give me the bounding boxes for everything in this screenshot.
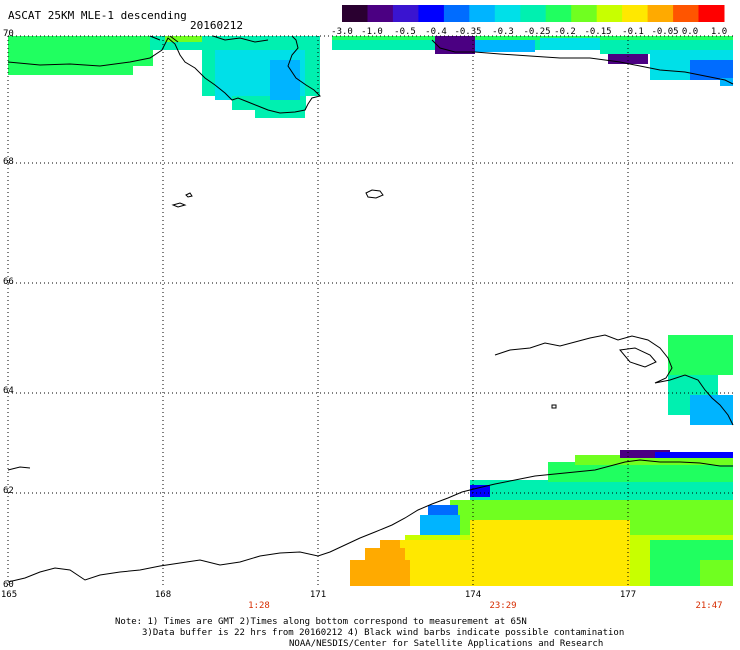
colorbar-swatch — [622, 5, 649, 22]
swath-cell — [720, 78, 733, 86]
colorbar-label: 1.0 — [710, 27, 728, 37]
swath-cell — [435, 36, 475, 54]
lat-label: 66 — [3, 277, 14, 287]
swath-cell — [655, 452, 733, 458]
colorbar-swatch — [443, 5, 470, 22]
colorbar-label: -0.3 — [492, 27, 514, 37]
lat-label: 62 — [3, 486, 14, 496]
lon-label: 171 — [309, 590, 327, 600]
colorbar-label: -0.2 — [554, 27, 576, 37]
colorbar-swatch — [392, 5, 419, 22]
lon-label: 174 — [464, 590, 482, 600]
colorbar-label: -0.5 — [394, 27, 416, 37]
time-label: 1:28 — [248, 601, 270, 611]
swath-cell — [700, 560, 733, 586]
colorbar-swatch — [647, 5, 674, 22]
swath-cell — [8, 36, 153, 66]
swath-cell — [470, 480, 733, 500]
note-line-2: 3)Data buffer is 22 hrs from 20160212 4)… — [142, 628, 625, 638]
colorbar-swatch — [698, 5, 725, 22]
colorbar-swatch — [342, 5, 368, 22]
colorbar-label: -0.25 — [523, 27, 551, 37]
colorbar-label: -0.4 — [425, 27, 447, 37]
swath-cell — [380, 540, 400, 550]
colorbar-swatch — [418, 5, 445, 22]
lon-label: 177 — [619, 590, 637, 600]
time-label: 23:29 — [489, 601, 517, 611]
colorbar-swatch — [494, 5, 521, 22]
colorbar-label: -0.1 — [622, 27, 644, 37]
lon-label: 168 — [154, 590, 172, 600]
swath-cell — [600, 40, 660, 54]
lat-label: 70 — [3, 29, 14, 39]
product-date: 20160212 — [190, 19, 243, 32]
swath-cell — [668, 335, 733, 375]
swath-cell — [690, 395, 733, 425]
colorbar-swatch — [520, 5, 547, 22]
swath-cell — [608, 54, 648, 64]
top-edge-barbs — [149, 35, 179, 43]
swath-cell — [548, 462, 733, 482]
swath-cell — [620, 450, 670, 458]
swath-cell — [270, 60, 300, 100]
swath-cell — [540, 38, 600, 50]
swath-cell — [505, 540, 595, 586]
swath-cell — [575, 455, 733, 465]
time-label: 21:47 — [695, 601, 723, 611]
colorbar-swatch — [596, 5, 623, 22]
colorbar-label: 0.0 — [681, 27, 699, 37]
colorbar-swatch — [469, 5, 496, 22]
note-line-1: Note: 1) Times are GMT 2)Times along bot… — [115, 617, 527, 627]
swath-cell — [365, 548, 405, 586]
coastlines — [7, 35, 734, 583]
swath-cell — [470, 485, 490, 497]
swath-cell — [332, 36, 733, 40]
colorbar-label: -0.05 — [651, 27, 679, 37]
graticule — [7, 35, 733, 586]
colorbar-label: -1.0 — [361, 27, 383, 37]
colorbar-swatch — [367, 5, 394, 22]
swath-cell — [428, 505, 458, 515]
swath-cell — [255, 110, 305, 118]
colorbar-swatch — [545, 5, 572, 22]
colorbar-label: -3.0 — [331, 27, 353, 37]
lon-label: 165 — [0, 590, 18, 600]
swath-cell — [165, 36, 213, 42]
note-credit: NOAA/NESDIS/Center for Satellite Applica… — [289, 639, 604, 649]
colorbar — [342, 5, 725, 22]
colorbar-swatch — [673, 5, 700, 22]
swath-cell — [8, 66, 133, 75]
swath-cell — [475, 40, 535, 52]
colorbar-label: -0.15 — [584, 27, 612, 37]
lat-label: 60 — [3, 580, 14, 590]
lat-label: 68 — [3, 157, 14, 167]
product-title: ASCAT 25KM MLE-1 descending — [8, 9, 187, 22]
colorbar-swatch — [571, 5, 598, 22]
lat-label: 64 — [3, 386, 14, 396]
colorbar-label: -0.35 — [454, 27, 482, 37]
data-swaths — [8, 36, 733, 586]
